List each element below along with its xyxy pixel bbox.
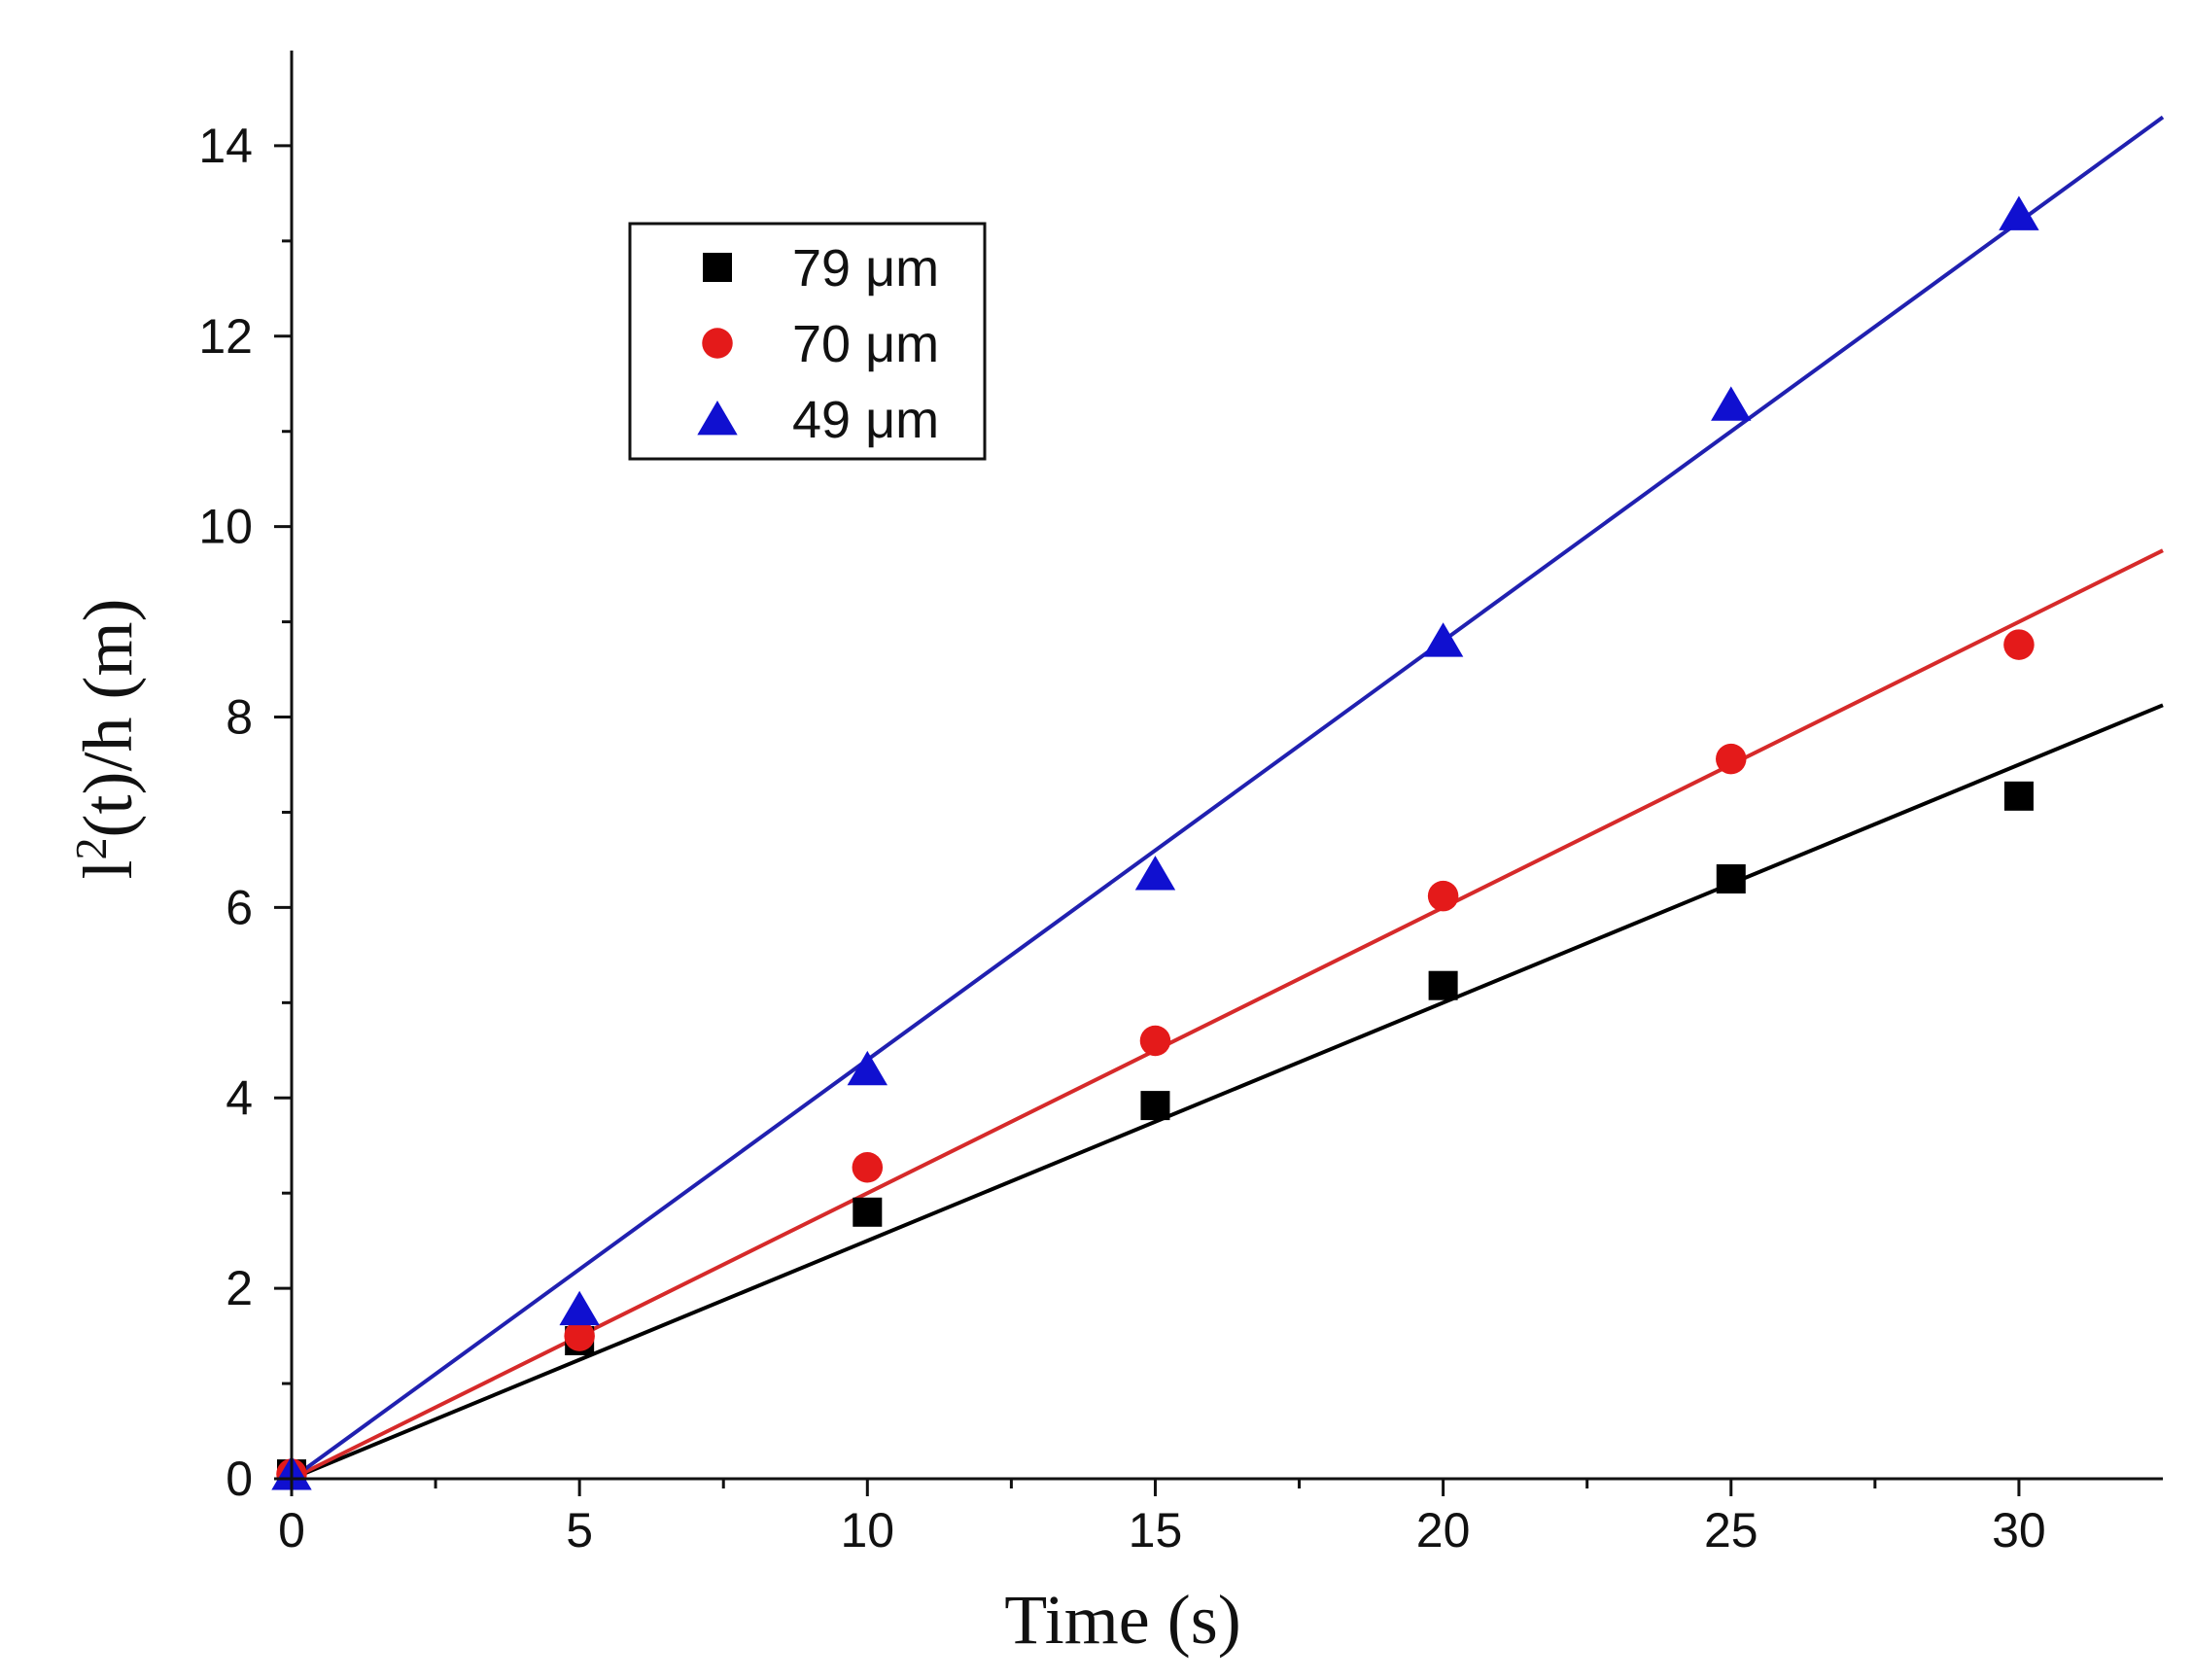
- y-tick-label: 2: [226, 1261, 253, 1315]
- fit-line: [291, 548, 2164, 1481]
- data-point-circle: [852, 1152, 884, 1183]
- x-tick-label: 15: [1129, 1503, 1183, 1558]
- data-point-triangle: [1422, 622, 1464, 657]
- data-point-square: [853, 1197, 883, 1227]
- y-tick-label: 14: [198, 119, 253, 173]
- y-tick-label: 8: [226, 690, 253, 745]
- fit-line: [290, 115, 2165, 1481]
- y-axis-title-base: l: [69, 859, 147, 879]
- data-point-triangle: [847, 1050, 888, 1086]
- axes: [290, 51, 2163, 1481]
- data-point-triangle: [1711, 386, 1752, 421]
- data-point-triangle: [1134, 856, 1176, 891]
- data-point-circle: [1716, 743, 1747, 775]
- x-tick-label: 0: [278, 1503, 305, 1558]
- legend-label: 70 μm: [792, 315, 939, 373]
- x-tick-label: 5: [566, 1503, 593, 1558]
- legend-marker-circle: [702, 328, 733, 359]
- legend-marker-triangle: [697, 401, 738, 436]
- data-point-square: [1716, 864, 1746, 894]
- x-axis-title: Time (s): [1004, 1581, 1240, 1659]
- y-tick-label: 4: [226, 1070, 253, 1125]
- data-point-circle: [564, 1320, 595, 1351]
- ticks: 0 5 10 15 20 25 30 0 2 4 6 8 10 12 14: [198, 119, 2045, 1558]
- data-point-square: [2003, 781, 2034, 811]
- fit-lines: [290, 115, 2165, 1481]
- data-point-square: [1428, 970, 1458, 1000]
- data-point-square: [1140, 1091, 1170, 1121]
- legend-label: 49 μm: [792, 391, 939, 449]
- x-tick-label: 25: [1704, 1503, 1758, 1558]
- data-point-triangle: [1999, 195, 2039, 230]
- x-tick-label: 10: [840, 1503, 894, 1558]
- y-tick-label: 6: [226, 880, 253, 934]
- y-axis-title: l2(t)/h (m): [66, 599, 147, 880]
- y-tick-label: 12: [198, 309, 253, 364]
- data-point-circle: [1427, 880, 1459, 912]
- x-tick-label: 30: [1992, 1503, 2046, 1558]
- y-tick-label: 10: [198, 500, 253, 554]
- y-axis-title-rest: (t)/h (m): [69, 599, 147, 838]
- fit-line: [291, 703, 2164, 1481]
- y-tick-label: 0: [226, 1452, 253, 1506]
- y-axis-title-sup: 2: [66, 837, 116, 859]
- legend: 79 μm 70 μm 49 μm: [628, 222, 987, 461]
- x-tick-label: 20: [1416, 1503, 1471, 1558]
- data-point-circle: [2003, 629, 2035, 660]
- legend-marker-square: [703, 253, 732, 282]
- legend-box: [628, 222, 987, 461]
- data-markers: [271, 195, 2039, 1490]
- data-point-triangle: [559, 1290, 600, 1326]
- data-point-circle: [1139, 1025, 1171, 1057]
- legend-label: 79 μm: [792, 239, 939, 298]
